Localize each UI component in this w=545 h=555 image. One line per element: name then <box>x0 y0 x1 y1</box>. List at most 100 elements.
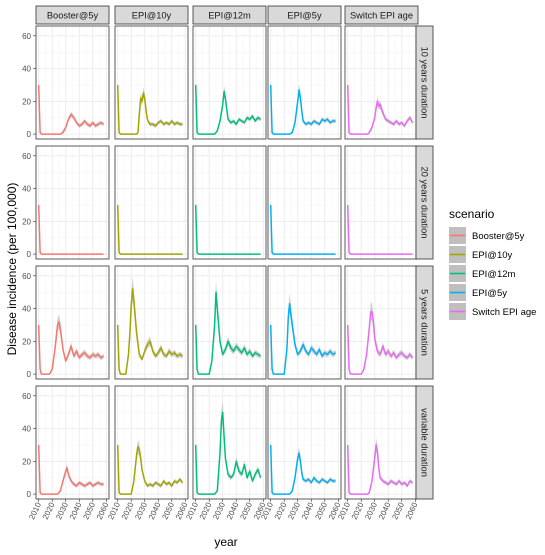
series-line-epi-5y <box>269 204 336 255</box>
facet-panel-20-years-duration-switch-epi-age <box>344 145 419 260</box>
facet-panel-5-years-duration-epi-5y <box>267 265 342 380</box>
panel-border <box>192 385 267 500</box>
row-strip-label: 10 years duration <box>420 47 430 119</box>
series-line-switch-epi-age <box>346 204 413 255</box>
series-line-epi-10y <box>116 84 183 135</box>
y-tick-label: 20 <box>22 337 31 346</box>
y-axis-title: Disease incidence (per 100,000) <box>5 183 19 356</box>
column-strip-label: EPI@12m <box>208 11 251 21</box>
column-strip <box>35 5 110 25</box>
row-strip <box>415 145 434 260</box>
legend-title: scenario <box>449 207 495 221</box>
column-strip-label: EPI@5y <box>287 11 322 21</box>
row-strip <box>415 265 434 380</box>
y-tick-label: 0 <box>27 250 32 259</box>
legend-item-epi-5y: EPI@5y <box>449 284 507 301</box>
row-strip-label: 20 years duration <box>420 167 430 239</box>
legend-label: EPI@12m <box>472 269 516 280</box>
facet-panel-5-years-duration-switch-epi-age <box>344 265 419 380</box>
series-line-booster-5y <box>37 444 104 495</box>
series-line-epi-12m <box>194 204 261 255</box>
legend-item-epi-10y: EPI@10y <box>449 246 513 263</box>
y-tick-label: 20 <box>22 457 31 466</box>
series-line-epi-5y <box>269 444 336 495</box>
panel-border <box>267 25 342 140</box>
row-strip-label: variable duration <box>420 408 430 477</box>
series-line-epi-5y <box>269 84 336 135</box>
y-tick-label: 20 <box>22 217 31 226</box>
x-axis-title: year <box>214 535 237 549</box>
panel-border <box>114 385 189 500</box>
facet-panels: Booster@5y EPI@10y EPI@12m EPI@5y Switch EPI… <box>35 5 434 500</box>
series-line-switch-epi-age <box>346 84 414 135</box>
y-tick-label: 60 <box>22 392 31 401</box>
panel-border <box>35 25 110 140</box>
column-strip-label: Booster@5y <box>47 11 99 21</box>
panel-border <box>114 25 189 140</box>
series-line-switch-epi-age <box>346 311 414 375</box>
panel-border <box>35 385 110 500</box>
row-strip <box>415 385 434 500</box>
column-strip <box>344 5 419 25</box>
y-tick-label: 60 <box>22 32 31 41</box>
series-line-epi-10y <box>116 288 183 375</box>
column-strip <box>192 5 267 25</box>
facet-panel-variable-duration-epi-12m <box>192 385 267 500</box>
panel-border <box>192 265 267 380</box>
column-strip <box>114 5 189 25</box>
facet-panel-10-years-duration-switch-epi-age <box>344 25 419 140</box>
panel-border <box>35 145 110 260</box>
legend-label: EPI@10y <box>472 250 513 261</box>
legend-label: EPI@5y <box>472 288 507 299</box>
facet-panel-variable-duration-switch-epi-age <box>344 385 419 500</box>
y-tick-label: 40 <box>22 425 31 434</box>
facet-panel-20-years-duration-epi-5y <box>267 145 342 260</box>
facet-panel-5-years-duration-epi-10y <box>114 265 189 380</box>
panel-border <box>114 265 189 380</box>
panel-border <box>267 265 342 380</box>
panel-border <box>267 385 342 500</box>
series-line-epi-12m <box>194 84 261 135</box>
y-tick-label: 60 <box>22 152 31 161</box>
facet-panel-variable-duration-booster-5y <box>35 385 110 500</box>
facet-panel-10-years-duration-booster-5y <box>35 25 110 140</box>
facet-panel-10-years-duration-epi-12m <box>192 25 267 140</box>
series-line-epi-10y <box>116 204 183 255</box>
facet-panel-5-years-duration-epi-12m <box>192 265 267 380</box>
legend-label: Switch EPI age <box>472 307 536 318</box>
legend: scenario Booster@5y EPI@10y EPI@12m EPI@5y S… <box>449 207 536 320</box>
legend-item-epi-12m: EPI@12m <box>449 265 516 282</box>
y-tick-label: 0 <box>27 370 32 379</box>
column-strip-label: EPI@10y <box>132 11 172 21</box>
facet-panel-5-years-duration-booster-5y <box>35 265 110 380</box>
series-line-booster-5y <box>37 320 104 375</box>
y-tick-label: 40 <box>22 185 31 194</box>
series-line-epi-10y <box>116 444 184 495</box>
panel-border <box>35 265 110 380</box>
column-strip-label: Switch EPI age <box>350 11 413 21</box>
ribbon-booster-5y <box>38 314 104 375</box>
y-tick-label: 40 <box>22 65 31 74</box>
facet-panel-variable-duration-epi-10y <box>114 385 189 500</box>
y-tick-label: 20 <box>22 97 31 106</box>
facet-panel-10-years-duration-epi-10y <box>114 25 189 140</box>
row-strip-label: 5 years duration <box>420 289 430 356</box>
facet-panel-10-years-duration-epi-5y <box>267 25 342 140</box>
y-tick-label: 0 <box>27 490 32 499</box>
ribbon-epi-10y <box>117 84 183 135</box>
series-line-switch-epi-age <box>346 444 413 495</box>
legend-item-booster-5y: Booster@5y <box>449 227 525 244</box>
y-tick-label: 0 <box>27 130 32 139</box>
row-strip <box>415 25 434 140</box>
column-strip <box>267 5 342 25</box>
facet-panel-20-years-duration-epi-12m <box>192 145 267 260</box>
facet-panel-variable-duration-epi-5y <box>267 385 342 500</box>
panel-border <box>192 25 267 140</box>
series-line-booster-5y <box>37 204 104 255</box>
legend-item-switch-epi-age: Switch EPI age <box>449 303 536 320</box>
facet-panel-20-years-duration-booster-5y <box>35 145 110 260</box>
panel-border <box>114 145 189 260</box>
facet-panel-20-years-duration-epi-10y <box>114 145 189 260</box>
